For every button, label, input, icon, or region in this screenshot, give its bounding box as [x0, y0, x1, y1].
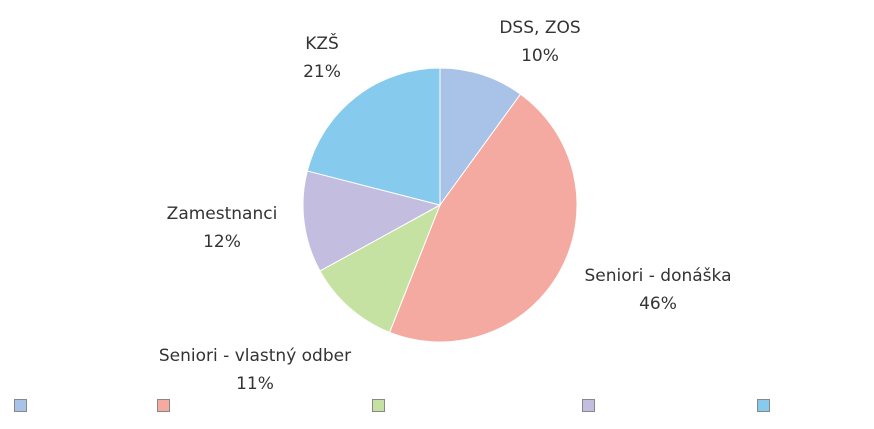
label-value: 46% [639, 294, 677, 314]
label-value: 11% [236, 374, 274, 394]
data-label: DSS, ZOS 10% [480, 14, 600, 70]
pie-slice [302, 170, 442, 272]
label-category: DSS, ZOS [499, 18, 581, 38]
pie-slice [319, 203, 441, 334]
pie-slice [388, 93, 578, 343]
pie-slice [439, 67, 522, 207]
label-category: Seniori - donáška [584, 266, 732, 286]
label-category: KZŠ [305, 34, 339, 54]
data-label: Zamestnanci 12% [142, 200, 302, 256]
legend-item: Zamestnanci [582, 399, 598, 412]
data-label: Seniori - vlastný odber 11% [155, 342, 355, 398]
label-category: Zamestnanci [166, 204, 278, 224]
data-label: KZŠ 21% [282, 30, 362, 86]
legend-swatch [14, 399, 27, 412]
legend-item: Seniori - vlastný odber [372, 399, 388, 412]
legend-swatch [157, 399, 170, 412]
legend-swatch [757, 399, 770, 412]
pie-slice [306, 67, 441, 206]
label-value: 10% [521, 46, 559, 66]
legend-swatch [372, 399, 385, 412]
label-value: 21% [303, 62, 341, 82]
label-category: Seniori - vlastný odber [158, 346, 352, 366]
legend-item: KZŠ [757, 399, 773, 412]
legend-item: DSS, ZOS [14, 399, 30, 412]
data-label: Seniori - donáška 46% [558, 262, 758, 318]
legend-swatch [582, 399, 595, 412]
legend-item: Seniori - donáška [157, 399, 173, 412]
label-value: 12% [203, 232, 241, 252]
